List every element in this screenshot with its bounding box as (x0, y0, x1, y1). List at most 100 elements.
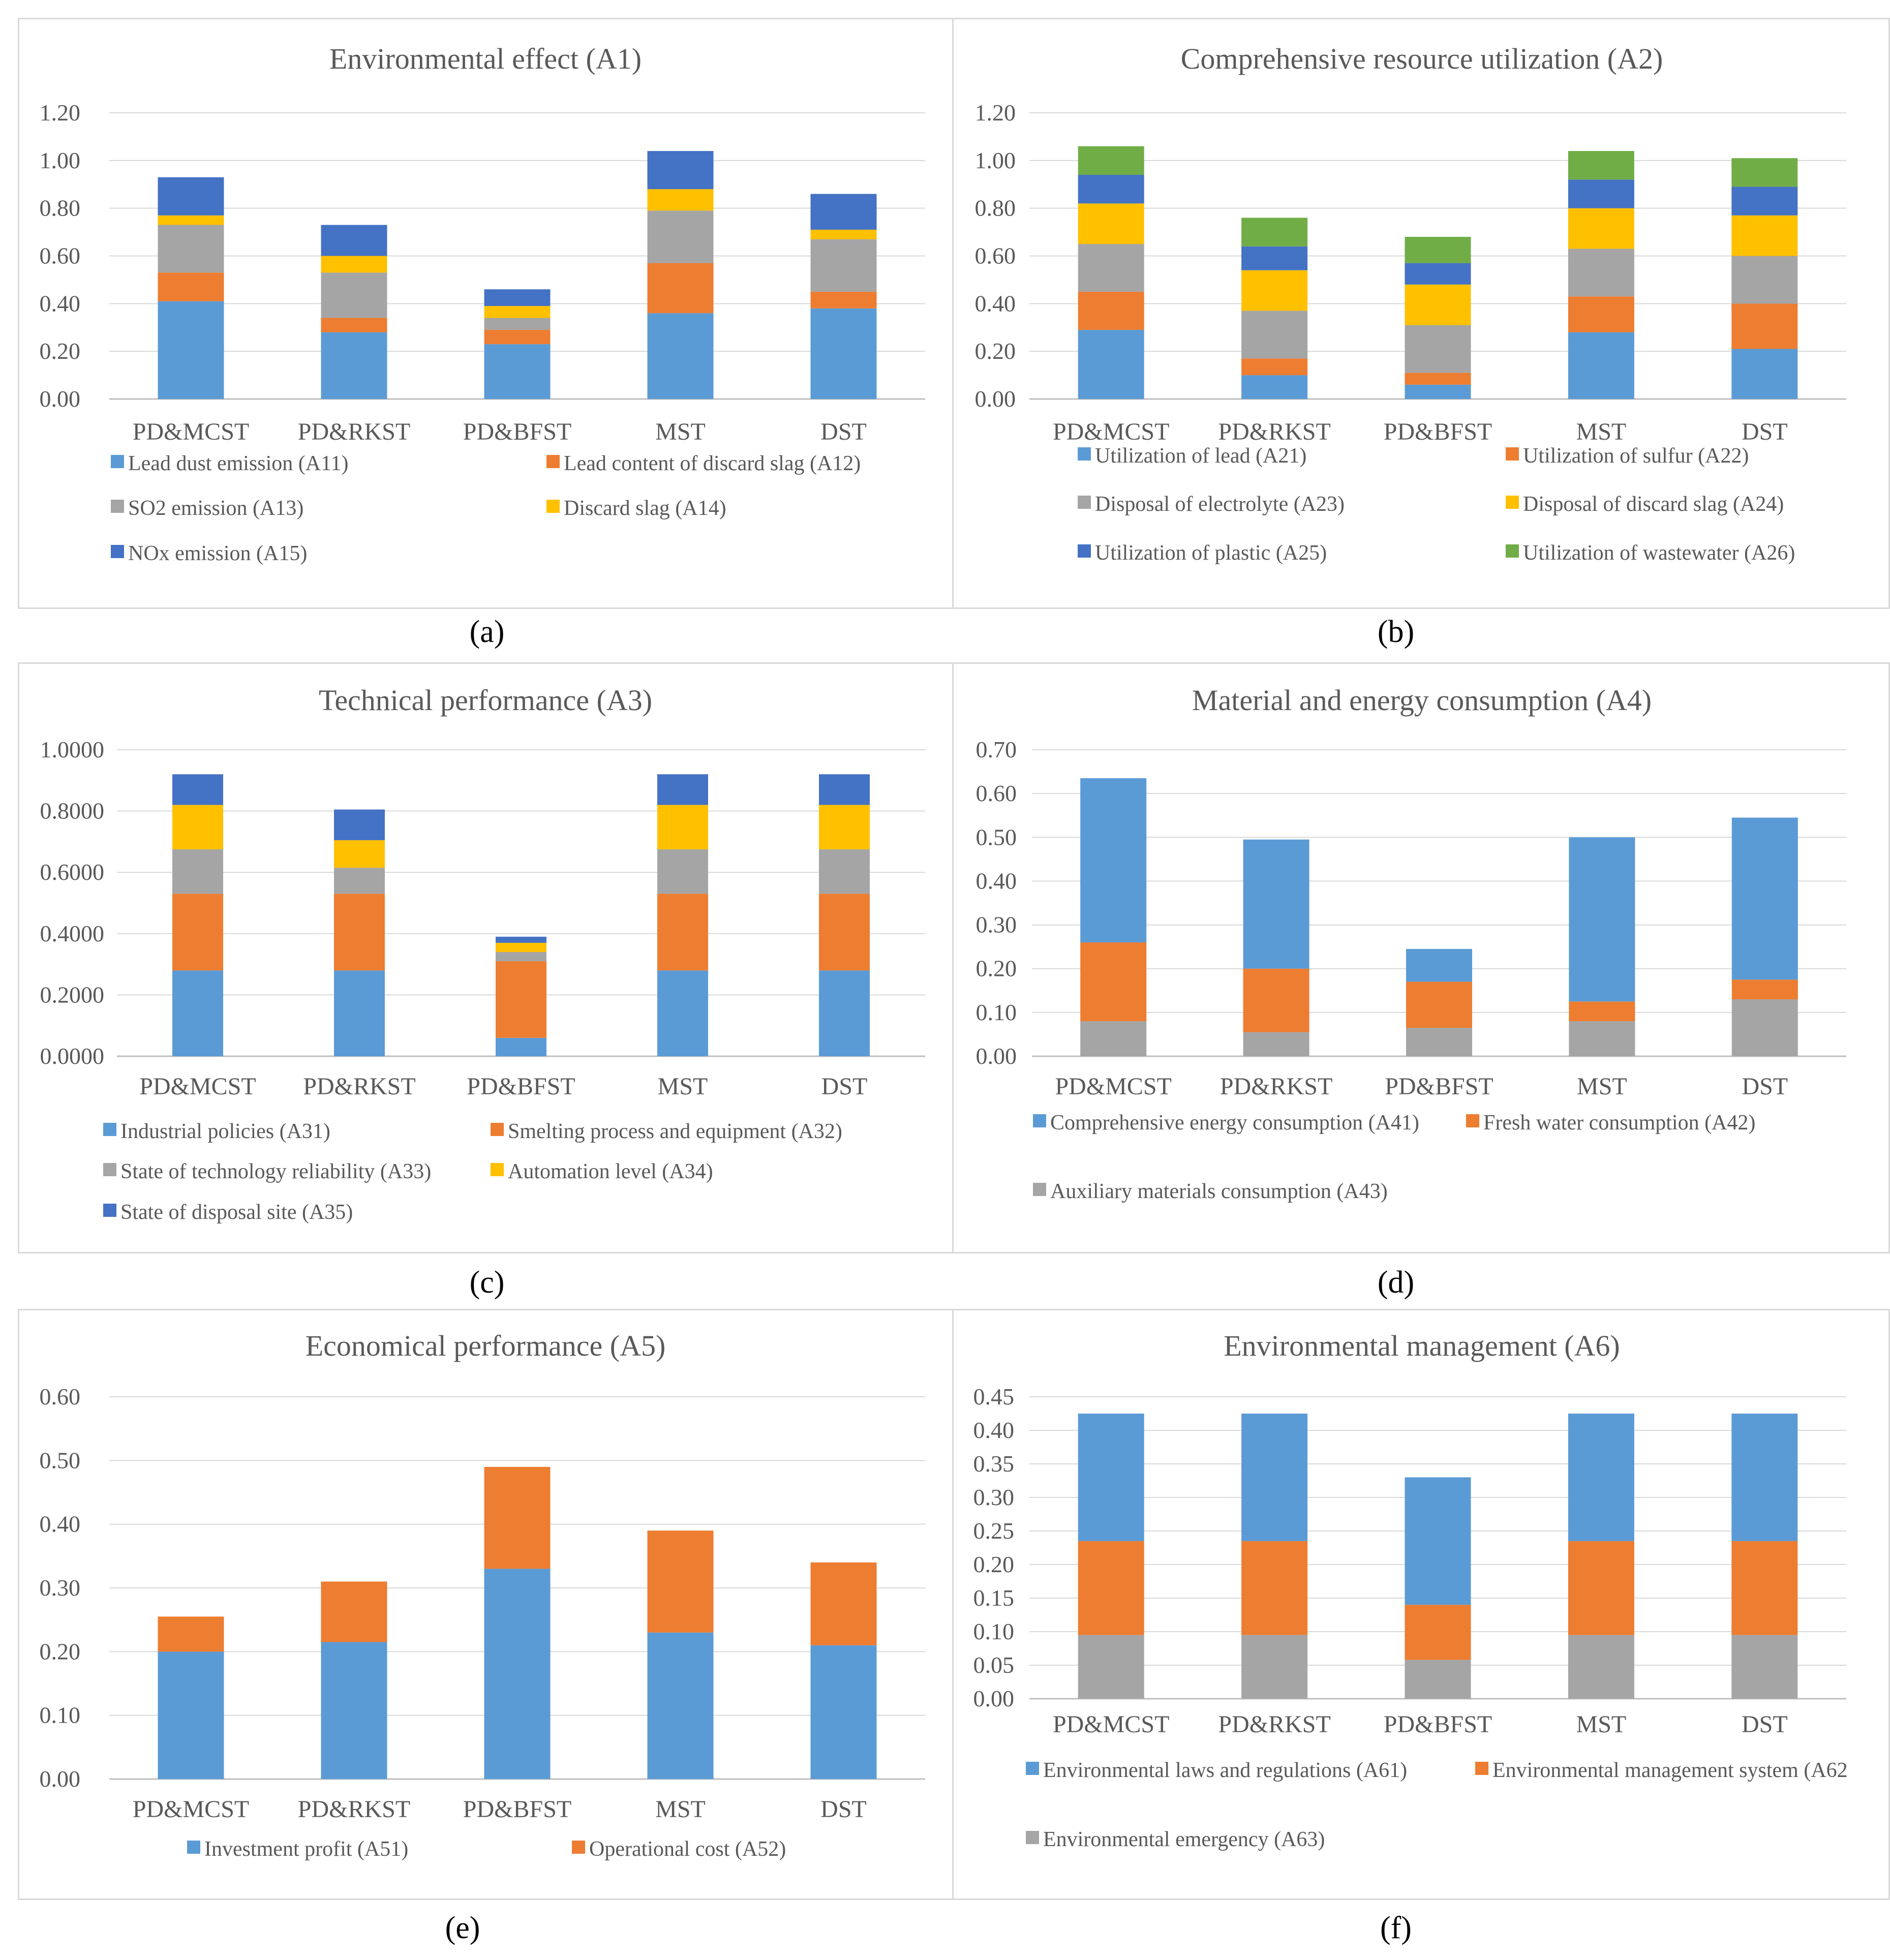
legend-label-e-1: Operational cost (A52) (589, 1838, 786, 1861)
y-tick-label-f-1: 0.05 (973, 1652, 1015, 1678)
bar-f-2-1 (1405, 1605, 1471, 1660)
legend-label-d-0: Auxiliary materials consumption (A43) (1050, 1180, 1388, 1203)
y-tick-label-e-6: 0.60 (40, 1384, 81, 1410)
bar-b-3-2 (1568, 249, 1634, 297)
category-label-d-3: MST (1577, 1073, 1627, 1100)
bar-c-2-1 (496, 961, 546, 1038)
bar-e-3-1 (647, 1530, 714, 1633)
bar-d-0-2 (1080, 778, 1147, 943)
category-label-b-0: PD&MCST (1053, 418, 1169, 445)
category-label-e-4: DST (820, 1796, 867, 1823)
y-tick-label-f-0: 0.00 (973, 1686, 1015, 1711)
bar-c-2-0 (496, 1037, 546, 1056)
category-label-f-3: MST (1576, 1711, 1627, 1738)
y-tick-label-c-0: 0.0000 (40, 1043, 105, 1069)
bar-a-0-0 (158, 301, 224, 399)
bar-b-1-1 (1241, 358, 1308, 376)
category-label-e-0: PD&MCST (133, 1796, 249, 1823)
bar-a-0-4 (158, 177, 224, 216)
legend-label-f-2: Environmental laws and regulations (A61) (1043, 1759, 1407, 1782)
category-label-a-1: PD&RKST (298, 418, 410, 445)
legend-swatch-e-1 (572, 1841, 585, 1854)
chart-title-d: Material and energy consumption (A4) (1192, 684, 1652, 717)
bar-a-4-4 (810, 194, 877, 230)
bar-d-3-1 (1569, 1001, 1635, 1022)
category-label-f-1: PD&RKST (1218, 1711, 1330, 1738)
bar-f-1-2 (1241, 1414, 1308, 1541)
legend-swatch-d-2 (1033, 1114, 1046, 1127)
bar-b-2-4 (1405, 263, 1471, 285)
bar-c-3-0 (657, 970, 708, 1056)
bar-b-0-2 (1078, 244, 1144, 292)
y-tick-label-c-3: 0.6000 (40, 859, 105, 885)
legend-swatch-b-5 (1506, 544, 1519, 558)
bar-a-2-1 (484, 329, 551, 345)
bar-c-3-3 (657, 805, 708, 849)
chart-title-b: Comprehensive resource utilization (A2) (1181, 42, 1663, 75)
bar-c-2-3 (496, 942, 546, 952)
bar-a-1-1 (321, 318, 387, 332)
bar-e-2-1 (484, 1466, 551, 1569)
bar-c-4-4 (819, 774, 870, 805)
legend-swatch-f-0 (1026, 1831, 1039, 1844)
bar-c-4-3 (819, 805, 870, 849)
bar-c-0-1 (172, 894, 223, 971)
legend-swatch-b-0 (1078, 447, 1091, 461)
y-tick-label-e-1: 0.10 (40, 1702, 81, 1728)
bar-e-2-0 (484, 1569, 551, 1779)
bar-f-4-1 (1731, 1541, 1798, 1635)
bar-a-1-0 (321, 332, 387, 399)
bar-c-1-0 (334, 970, 385, 1056)
y-tick-label-f-7: 0.35 (973, 1451, 1015, 1477)
y-tick-label-f-6: 0.30 (973, 1484, 1015, 1510)
y-tick-label-a-3: 0.60 (40, 243, 81, 269)
legend-swatch-c-2 (103, 1163, 116, 1176)
bar-b-1-2 (1241, 311, 1308, 359)
bar-d-0-1 (1080, 942, 1147, 1022)
bar-a-0-1 (158, 272, 224, 301)
legend-label-a-2: SO2 emission (A13) (128, 497, 303, 520)
category-label-e-2: PD&BFST (463, 1796, 571, 1823)
legend-swatch-a-1 (546, 455, 560, 468)
category-label-f-4: DST (1742, 1711, 1788, 1738)
bar-e-3-0 (647, 1632, 714, 1779)
y-tick-label-a-4: 0.80 (40, 195, 81, 221)
bar-a-1-3 (321, 256, 387, 273)
legend-label-e-0: Investment profit (A51) (204, 1838, 408, 1861)
legend-swatch-b-4 (1078, 544, 1091, 558)
legend-label-f-1: Environmental management system (A62 (1492, 1759, 1848, 1782)
y-tick-label-b-6: 1.20 (975, 100, 1016, 126)
caption-f: (f) (1380, 1911, 1412, 1945)
y-tick-label-a-2: 0.40 (40, 290, 81, 316)
bar-c-2-4 (496, 936, 546, 943)
category-label-a-3: MST (655, 418, 706, 445)
category-label-d-2: PD&BFST (1385, 1073, 1493, 1100)
legend-label-a-3: Discard slag (A14) (564, 497, 726, 520)
y-tick-label-b-2: 0.40 (975, 290, 1016, 316)
bar-a-3-0 (647, 313, 714, 399)
y-tick-label-c-5: 1.0000 (40, 737, 105, 762)
bar-b-4-0 (1731, 349, 1798, 399)
bar-a-0-2 (158, 225, 224, 273)
bar-f-4-2 (1731, 1414, 1798, 1541)
y-tick-label-a-6: 1.20 (40, 100, 81, 126)
bar-a-2-2 (484, 318, 551, 330)
y-tick-label-d-1: 0.10 (976, 999, 1017, 1025)
bar-b-0-1 (1078, 291, 1144, 330)
bar-d-2-2 (1406, 948, 1472, 982)
legend-label-b-2: Disposal of electrolyte (A23) (1095, 493, 1345, 516)
category-label-d-4: DST (1742, 1073, 1788, 1100)
bar-b-2-2 (1405, 325, 1471, 373)
bar-a-2-0 (484, 344, 551, 399)
bar-b-1-4 (1241, 246, 1308, 270)
chart-title-a: Environmental effect (A1) (329, 42, 642, 75)
y-tick-label-f-4: 0.20 (973, 1551, 1015, 1577)
category-label-b-3: MST (1576, 418, 1627, 445)
bar-f-0-1 (1078, 1541, 1144, 1635)
y-tick-label-e-4: 0.40 (40, 1511, 81, 1537)
bar-a-1-2 (321, 272, 387, 318)
bar-a-3-2 (647, 210, 714, 263)
category-label-f-0: PD&MCST (1053, 1711, 1169, 1738)
bar-c-1-3 (334, 840, 385, 868)
category-label-c-0: PD&MCST (139, 1073, 256, 1100)
